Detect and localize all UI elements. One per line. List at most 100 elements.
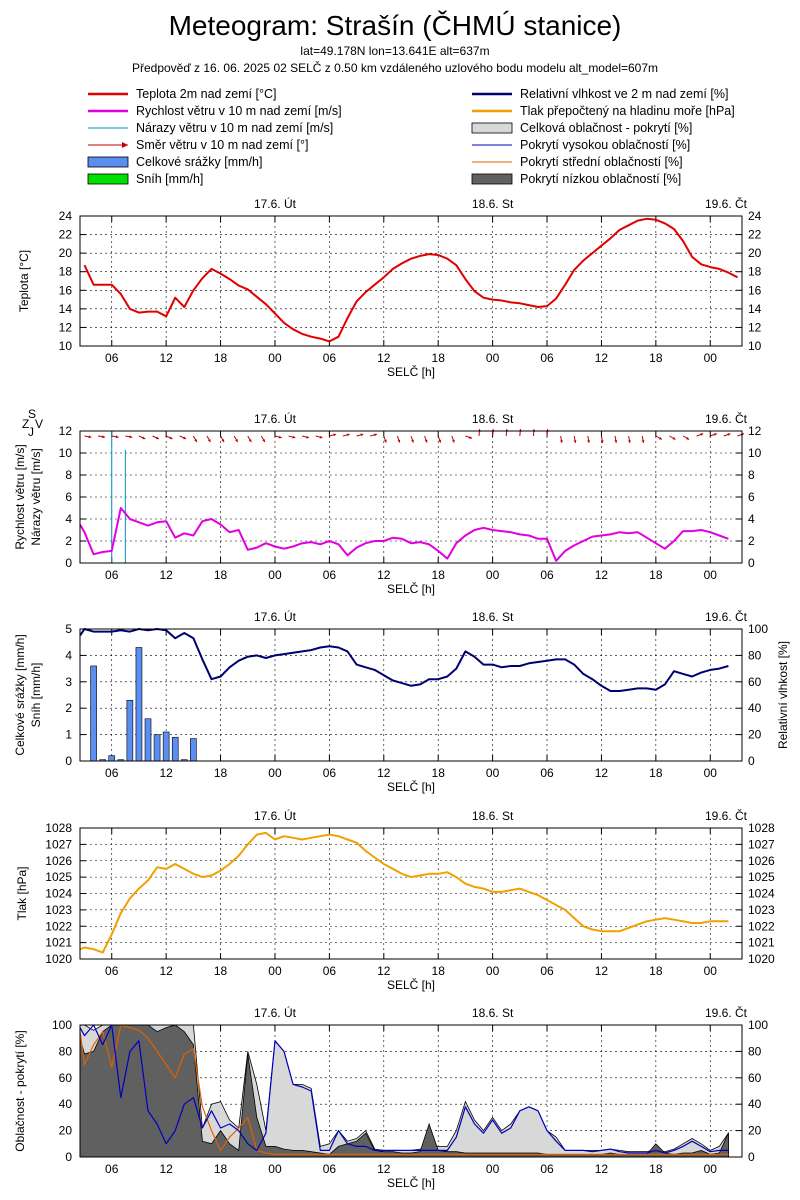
y-tick-label-right: 1024 [748,887,775,901]
wind-arrowhead [560,440,563,443]
y-tick-label-right: 24 [748,209,762,223]
x-tick-label: 18 [432,568,446,582]
x-tick-label: 18 [649,351,663,365]
y-tick-label: 1023 [45,903,72,917]
precipitation-bar [162,731,170,762]
wind-arrowhead [374,433,377,437]
high-cloud-line [79,1024,729,1154]
legend-symbol-11 [471,173,513,185]
y-tick-label: 1027 [45,837,72,851]
day-label: 17.6. Út [254,808,297,823]
x-tick-label: 06 [105,568,119,582]
precipitation-bar [126,699,134,762]
wind-arrowhead [346,433,350,437]
forecast-info: Předpověď z 16. 06. 2025 02 SELČ z 0.50 … [131,61,659,75]
x-tick-label: 12 [159,766,173,780]
x-axis-label: SELČ [h] [387,977,435,992]
legend-label-9: Pokrytí střední oblačností [%] [520,155,683,169]
x-tick-label: 12 [159,351,173,365]
y-axis-label-right: Relativní vlhkost [%] [776,641,790,749]
x-tick-label: 06 [540,568,554,582]
precipitation-bar [135,647,143,762]
y-tick-label-right: 10 [748,446,762,460]
legend-label-6: Směr větru v 10 m nad zemí [°] [136,138,308,152]
wind-arrowhead [207,439,211,443]
station-coordinates: lat=49.178N lon=13.641E alt=637m [300,44,490,58]
y-tick-label: 16 [59,283,73,297]
x-tick-label: 00 [704,351,718,365]
y-tick-label: 2 [65,701,72,715]
y-tick-label: 1021 [45,936,72,950]
x-tick-label: 18 [432,766,446,780]
wind-arrowhead [672,436,676,440]
x-tick-label: 00 [704,766,718,780]
x-tick-label: 12 [159,568,173,582]
y-tick-label: 10 [59,446,73,460]
legend-label-1: Relativní vlhkost ve 2 m nad zemí [%] [520,87,728,101]
wind-arrowhead [235,439,238,443]
x-tick-label: 00 [268,766,282,780]
wind-arrowhead [183,436,187,440]
x-tick-label: 06 [540,1162,554,1176]
y-axis-label: Rychlost větru [m/s] [13,444,27,549]
wind-arrowhead [600,440,604,443]
y-tick-label: 80 [59,1044,73,1058]
y-tick-label: 14 [59,302,73,316]
wind-arrowhead [142,436,146,440]
x-tick-label: 18 [214,351,228,365]
x-tick-label: 06 [323,351,337,365]
plot-frame [79,430,743,564]
x-tick-label: 00 [268,1162,282,1176]
day-label: 19.6. Čt [705,609,748,624]
precipitation-bar [108,755,116,762]
wind-arrowhead [333,433,337,437]
wind-arrowhead [452,439,455,443]
y-tick-label: 100 [52,1018,72,1032]
x-tick-label: 12 [377,964,391,978]
y-tick-label: 3 [65,675,72,689]
y-tick-label-right: 1027 [748,837,775,851]
precipitation-bar [153,734,161,762]
y-tick-label-right: 40 [748,1097,762,1111]
x-tick-label: 06 [540,351,554,365]
legend-symbol-5 [471,122,513,134]
x-tick-label: 06 [323,766,337,780]
y-tick-label: 1028 [45,821,72,835]
y-tick-label: 0 [65,1150,72,1164]
wind-arrowhead [115,435,119,439]
wind-arrowhead [727,433,731,436]
legend-label-10: Sníh [mm/h] [136,172,203,186]
y-tick-label-right: 1022 [748,919,775,933]
y-tick-label-right: 0 [748,754,755,768]
wind-arrowhead [411,439,414,443]
wind-arrowhead [155,436,159,440]
x-tick-label: 06 [540,964,554,978]
legend-label-11: Pokrytí nízkou oblačností [%] [520,172,681,186]
y-tick-label-right: 1023 [748,903,775,917]
dir-label-s: S [28,407,36,421]
y-tick-label-right: 2 [748,534,755,548]
y-axis-label: Teplota [°C] [17,250,31,312]
plot-frame [79,215,743,347]
y-tick-label: 2 [65,534,72,548]
x-tick-label: 12 [377,568,391,582]
x-tick-label: 12 [595,568,609,582]
day-label: 17.6. Út [254,1005,297,1020]
wind-arrowhead [102,435,105,439]
x-tick-label: 12 [595,1162,609,1176]
x-tick-label: 06 [105,766,119,780]
y-tick-label-right: 40 [748,701,762,715]
y-tick-label-right: 6 [748,490,755,504]
y-tick-label: 1022 [45,919,72,933]
x-tick-label: 06 [323,964,337,978]
x-tick-label: 12 [595,766,609,780]
day-label: 19.6. Čt [705,1005,748,1020]
x-tick-label: 12 [159,964,173,978]
day-label: 18.6. St [472,809,514,823]
x-tick-label: 00 [486,766,500,780]
dir-label-z: Z [22,417,29,431]
y-tick-label-right: 22 [748,228,762,242]
plot-frame [79,1024,743,1158]
